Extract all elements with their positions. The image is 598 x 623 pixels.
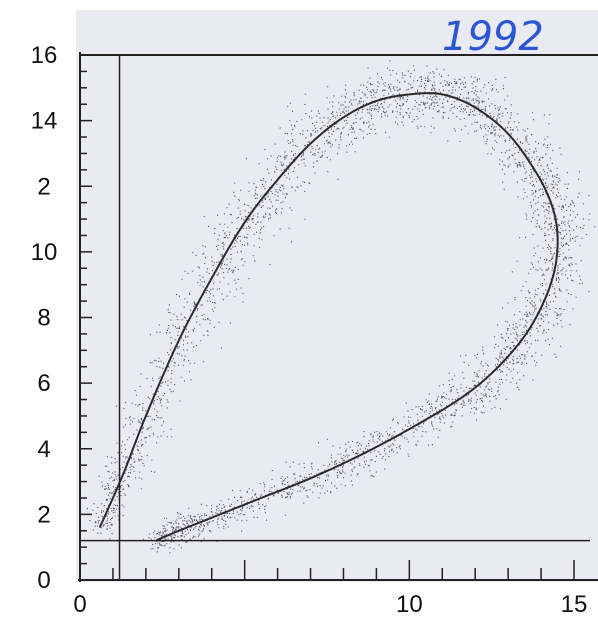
handwritten-year-annotation: 1992 — [442, 14, 544, 60]
y-tick-label: 14 — [31, 108, 58, 135]
y-tick-label: 8 — [37, 305, 50, 332]
x-tick-label: 0 — [73, 591, 86, 618]
plot-background — [76, 10, 598, 582]
y-tick-label: 16 — [31, 42, 58, 69]
fitted-curve-line — [98, 92, 559, 542]
tick-marks — [80, 54, 575, 581]
x-tick-label: 10 — [396, 591, 423, 618]
y-tick-label: 10 — [31, 239, 58, 266]
tick-labels: 0 2 4 6 8 10 2 14 16 0 10 15 — [31, 42, 588, 618]
y-tick-label: 4 — [37, 436, 50, 463]
y-tick-label: 6 — [37, 370, 50, 397]
x-tick-label: 15 — [561, 591, 588, 618]
y-tick-label: 2 — [37, 501, 50, 528]
fitted-curve — [98, 92, 559, 542]
y-tick-label: 2 — [37, 173, 50, 200]
reference-lines — [80, 54, 598, 580]
y-tick-label: 0 — [37, 567, 50, 594]
